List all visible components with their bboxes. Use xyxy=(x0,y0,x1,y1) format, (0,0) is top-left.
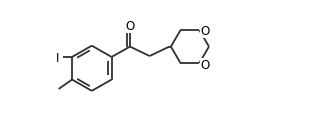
Text: O: O xyxy=(201,59,210,72)
Text: O: O xyxy=(201,25,210,38)
Text: O: O xyxy=(125,20,135,33)
Text: I: I xyxy=(56,52,60,65)
